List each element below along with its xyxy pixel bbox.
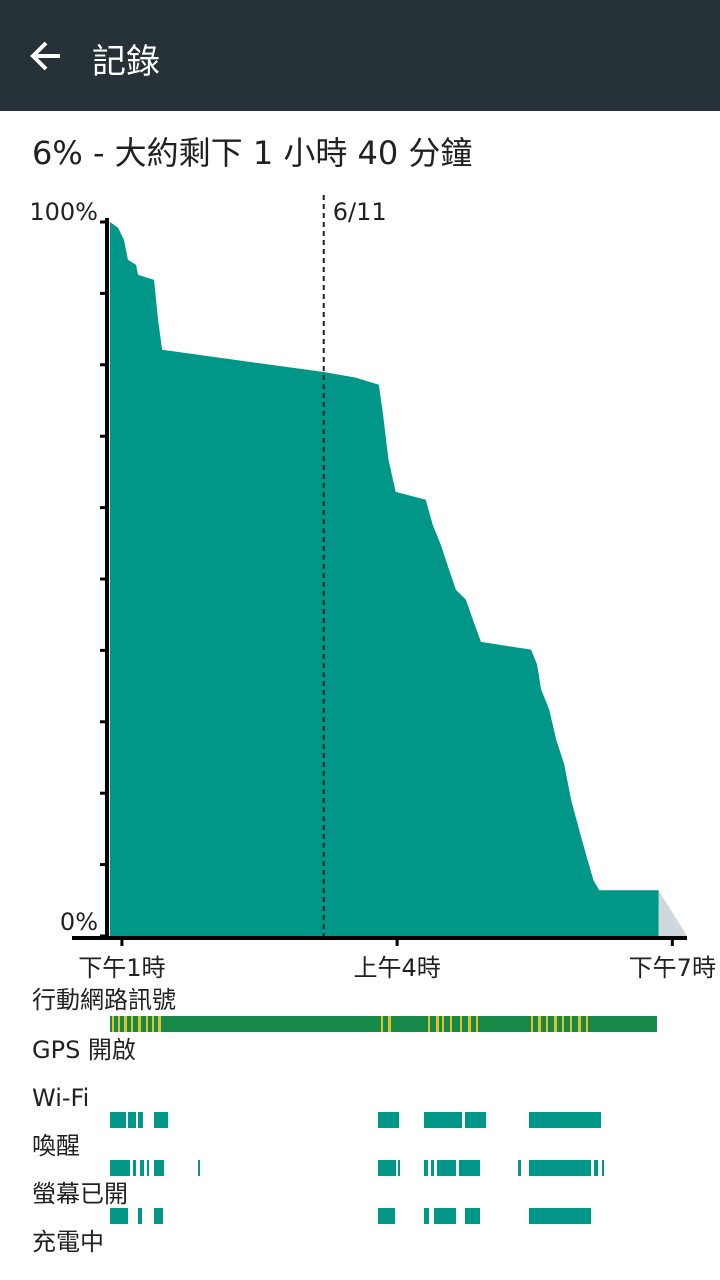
y-tick-label: 100% (29, 198, 98, 226)
x-tick-label: 下午1時 (78, 954, 165, 982)
prediction-area (658, 890, 687, 936)
row-label: 喚醒 (32, 1132, 80, 1160)
x-tick-label: 下午7時 (629, 954, 716, 982)
battery-summary: 6% - 大約剩下 1 小時 40 分鐘 (32, 134, 473, 172)
row-label: 行動網路訊號 (32, 986, 176, 1014)
row-label: Wi-Fi (32, 1084, 89, 1112)
status-bars (110, 1016, 657, 1224)
row-label: 螢幕已開 (32, 1180, 128, 1208)
app-title: 記錄 (92, 42, 160, 82)
row-label: GPS 開啟 (32, 1036, 136, 1064)
app-bar: 記錄 (0, 0, 720, 111)
x-tick-label: 上午4時 (353, 954, 440, 982)
y-tick-label: 0% (60, 908, 98, 936)
back-button[interactable] (12, 0, 76, 111)
date-marker-label: 6/11 (333, 198, 387, 226)
battery-area (110, 222, 659, 936)
row-label: 充電中 (32, 1228, 104, 1256)
